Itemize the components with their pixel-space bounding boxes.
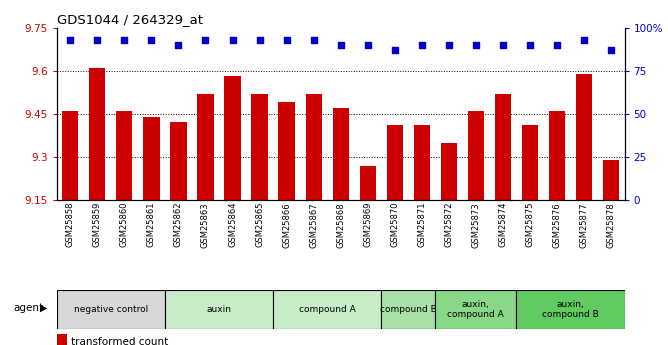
Text: GSM25861: GSM25861 [147,202,156,247]
Text: GSM25868: GSM25868 [336,202,345,247]
Text: GSM25874: GSM25874 [498,202,508,247]
Point [227,37,238,42]
Point [173,42,184,48]
Bar [279,102,295,200]
Text: GSM25875: GSM25875 [526,202,534,247]
Bar [522,125,538,200]
Point [92,37,103,42]
Point [119,37,130,42]
Point [255,37,265,42]
Text: GSM25862: GSM25862 [174,202,183,247]
Text: GSM25865: GSM25865 [255,202,264,247]
Text: GSM25872: GSM25872 [444,202,454,247]
Point [200,37,211,42]
Point [362,42,373,48]
Text: GSM25871: GSM25871 [418,202,426,247]
Bar [468,111,484,200]
Text: transformed count: transformed count [71,337,168,345]
Point [65,37,75,42]
Bar [436,290,516,329]
Bar [305,94,322,200]
Bar [62,111,78,200]
Text: GSM25869: GSM25869 [363,202,372,247]
Bar [413,125,430,200]
Bar [57,334,67,345]
Point [552,42,562,48]
Bar [273,290,381,329]
Point [389,47,400,53]
Text: auxin,
compound A: auxin, compound A [448,300,504,319]
Bar [441,142,457,200]
Bar [381,290,436,329]
Bar [116,111,132,200]
Point [444,42,454,48]
Text: GSM25864: GSM25864 [228,202,237,247]
Bar [516,290,625,329]
Bar [90,68,106,200]
Point [281,37,292,42]
Text: auxin,
compound B: auxin, compound B [542,300,599,319]
Text: GSM25860: GSM25860 [120,202,129,247]
Point [309,37,319,42]
Text: GSM25863: GSM25863 [201,202,210,247]
Point [578,37,589,42]
Text: GSM25876: GSM25876 [552,202,562,247]
Bar [251,94,268,200]
Point [416,42,427,48]
Text: GSM25873: GSM25873 [472,202,480,247]
Point [146,37,157,42]
Text: auxin: auxin [206,305,232,314]
Point [470,42,481,48]
Text: GSM25858: GSM25858 [66,202,75,247]
Bar [387,125,403,200]
Text: agent: agent [13,303,43,313]
Text: GSM25877: GSM25877 [580,202,589,247]
Text: compound B: compound B [380,305,437,314]
Bar [144,117,160,200]
Bar [576,73,592,200]
Text: GSM25878: GSM25878 [607,202,615,247]
Bar [170,122,186,200]
Text: ▶: ▶ [40,303,47,313]
Text: GSM25859: GSM25859 [93,202,102,247]
Bar [333,108,349,200]
Bar [549,111,565,200]
Text: negative control: negative control [73,305,148,314]
Point [524,42,535,48]
Point [498,42,508,48]
Bar [197,94,214,200]
Bar [359,166,376,200]
Bar [495,94,511,200]
Point [335,42,346,48]
Bar [57,290,165,329]
Point [606,47,617,53]
Text: compound A: compound A [299,305,355,314]
Text: GSM25866: GSM25866 [282,202,291,247]
Bar [165,290,273,329]
Bar [224,77,240,200]
Text: GSM25870: GSM25870 [390,202,399,247]
Bar [603,160,619,200]
Text: GSM25867: GSM25867 [309,202,318,247]
Text: GDS1044 / 264329_at: GDS1044 / 264329_at [57,13,203,27]
